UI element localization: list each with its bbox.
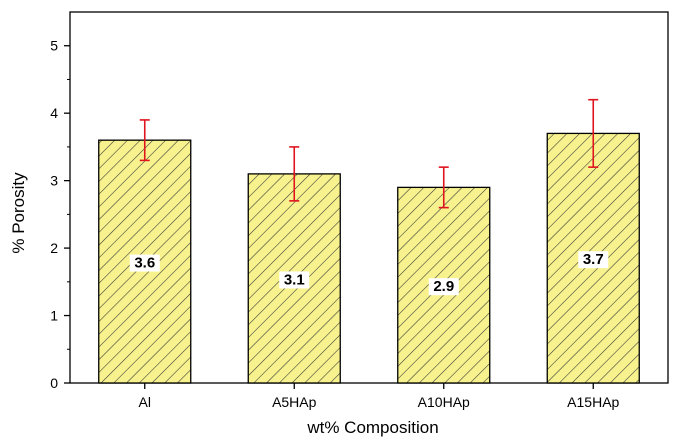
y-tick-label: 3 — [50, 173, 58, 189]
y-tick-label: 4 — [50, 105, 58, 121]
error-bar-a5hap — [289, 146, 300, 202]
y-tick-label: 5 — [50, 38, 58, 54]
svg-text:2.9: 2.9 — [433, 278, 454, 295]
error-bar-a15hap — [588, 98, 599, 168]
x-tick-label: Al — [139, 394, 151, 410]
x-tick-label: A15HAp — [567, 394, 619, 410]
error-bar-a10hap — [438, 166, 449, 209]
plot-border — [69, 11, 669, 384]
x-axis: Al A5HAp A10HAp A15HAp — [139, 383, 620, 410]
svg-text:3.6: 3.6 — [134, 255, 155, 272]
data-label-al: 3.6 — [129, 254, 160, 272]
data-label-a5hap: 3.1 — [279, 271, 310, 289]
data-label-a10hap: 2.9 — [428, 278, 459, 296]
data-label-a15hap: 3.7 — [578, 251, 609, 269]
svg-text:3.7: 3.7 — [583, 251, 604, 268]
data-labels: 3.6 3.1 2.9 3.7 — [129, 251, 609, 296]
x-tick-label: A10HAp — [418, 394, 470, 410]
y-axis-title: % Porosity — [9, 172, 28, 254]
y-tick-label: 1 — [50, 308, 58, 324]
error-bars — [139, 98, 599, 209]
plot-frame — [69, 11, 669, 384]
svg-text:3.1: 3.1 — [284, 271, 305, 288]
bars — [98, 132, 640, 384]
x-tick-label: A5HAp — [272, 394, 317, 410]
y-axis: 0 1 2 3 4 5 — [50, 38, 70, 391]
y-tick-label: 0 — [50, 375, 58, 391]
error-bar-al — [139, 119, 150, 162]
x-axis-title: wt% Composition — [306, 418, 438, 437]
y-tick-label: 2 — [50, 240, 58, 256]
